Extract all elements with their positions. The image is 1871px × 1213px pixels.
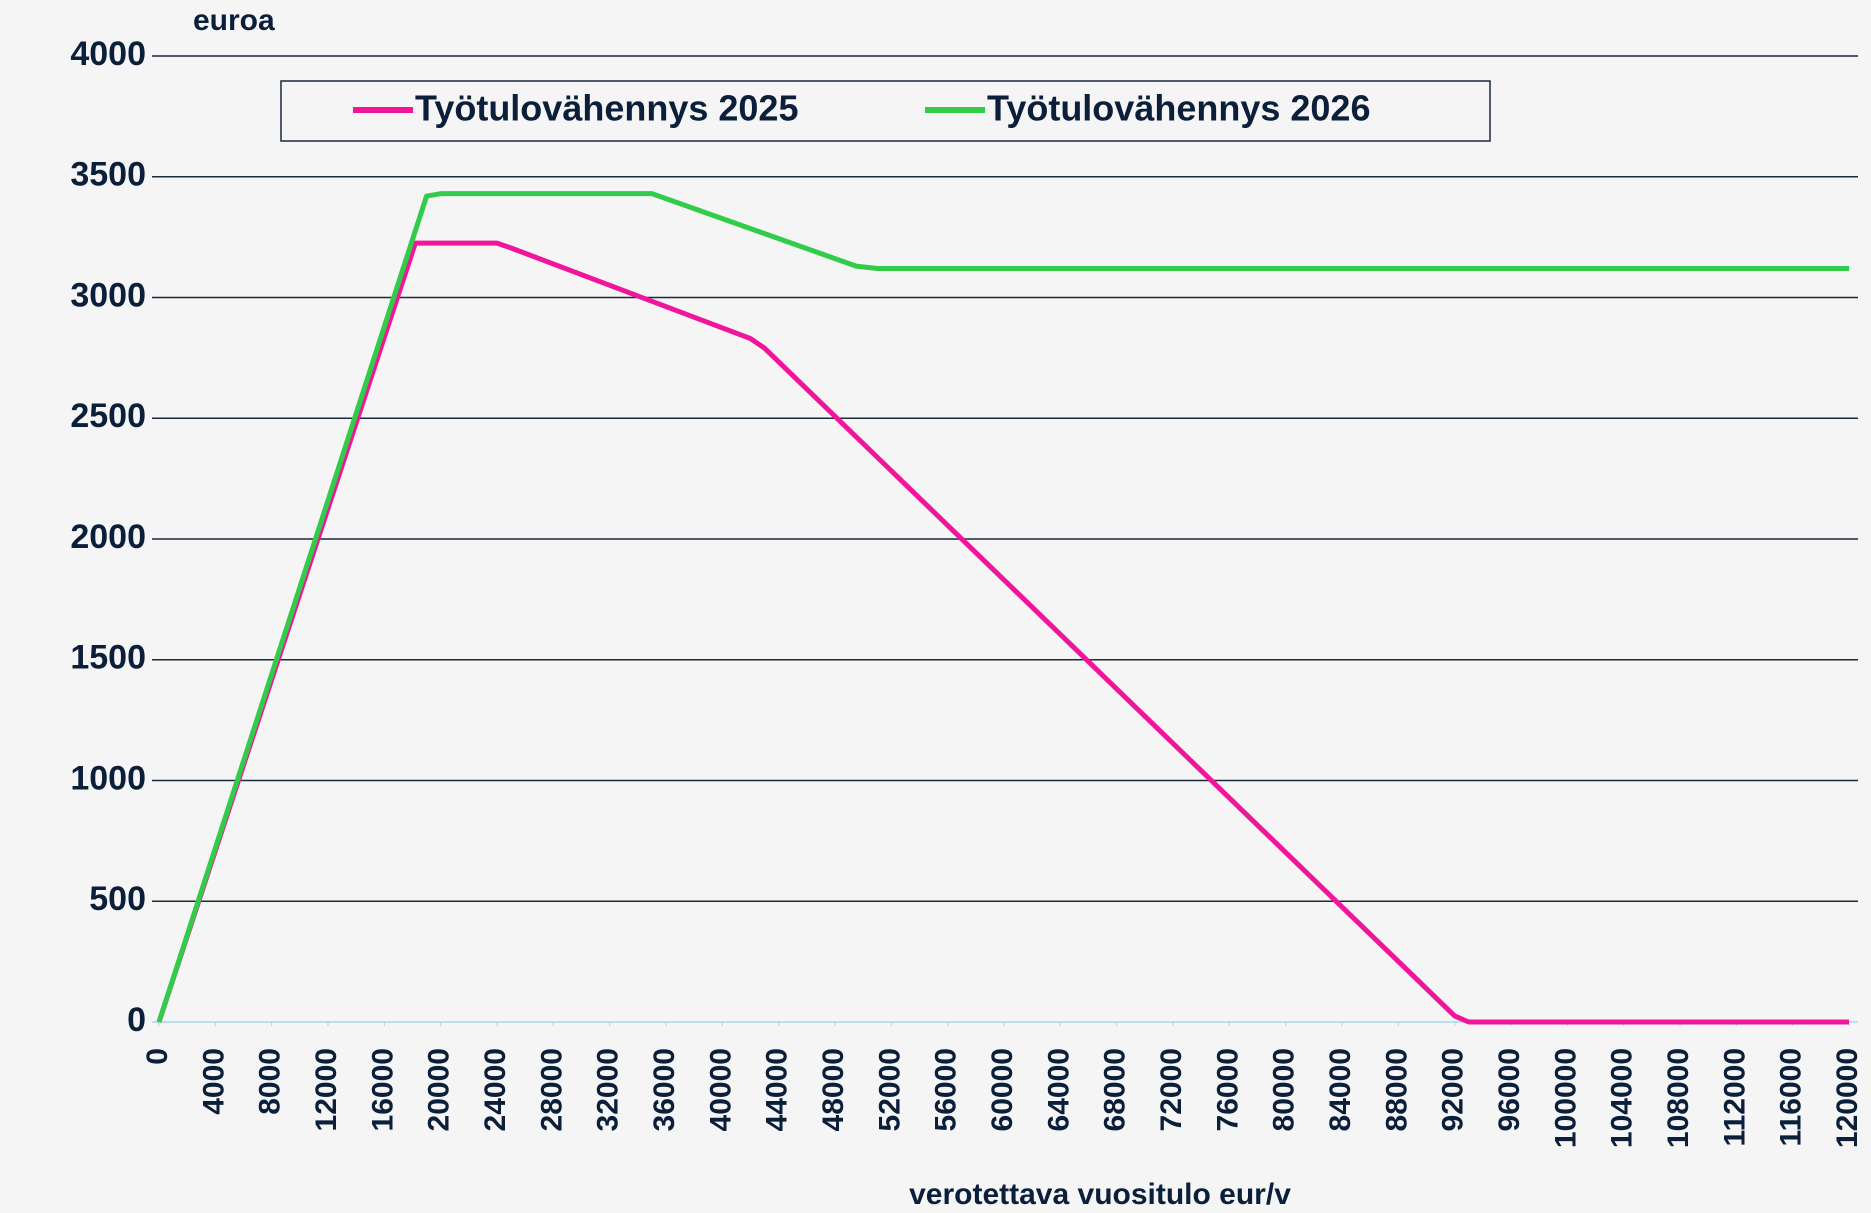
y-tick-label: 4000 <box>70 35 146 73</box>
y-tick-label: 1500 <box>70 639 146 677</box>
y-tick-label: 2000 <box>70 518 146 556</box>
x-tick-label: 60000 <box>986 1048 1019 1131</box>
legend-label: Työtulovähennys 2026 <box>987 88 1370 129</box>
line-series <box>156 240 1849 1025</box>
x-tick-label: 68000 <box>1099 1048 1132 1131</box>
line-series <box>156 191 1849 1023</box>
x-tick-label: 44000 <box>761 1048 794 1131</box>
x-tick-label: 108000 <box>1662 1048 1695 1148</box>
y-axis-label: euroa <box>193 4 275 37</box>
x-tick-label: 100000 <box>1549 1048 1582 1148</box>
x-tick-label: 8000 <box>254 1048 287 1115</box>
x-tick-label: 84000 <box>1324 1048 1357 1131</box>
x-tick-label: 120000 <box>1831 1048 1864 1148</box>
x-tick-label: 0 <box>141 1048 174 1065</box>
y-tick-label: 3000 <box>70 276 146 314</box>
x-tick-label: 88000 <box>1380 1048 1413 1131</box>
x-axis-label: verotettava vuositulo eur/v <box>909 1178 1291 1211</box>
x-tick-label: 52000 <box>873 1048 906 1131</box>
x-tick-label: 96000 <box>1493 1048 1526 1131</box>
x-tick-label: 116000 <box>1775 1048 1808 1146</box>
y-tick-label: 2500 <box>70 397 146 435</box>
y-tick-label: 3500 <box>70 156 146 194</box>
legend-label: Työtulovähennys 2025 <box>415 88 798 129</box>
x-tick-label: 92000 <box>1437 1048 1470 1131</box>
x-tick-label: 32000 <box>592 1048 625 1131</box>
x-tick-label: 48000 <box>817 1048 850 1131</box>
x-tick-label: 12000 <box>310 1048 343 1131</box>
x-tick-label: 16000 <box>366 1048 399 1131</box>
x-tick-label: 72000 <box>1155 1048 1188 1131</box>
x-tick-label: 4000 <box>197 1048 230 1115</box>
y-tick-label: 1000 <box>70 759 146 797</box>
x-tick-label: 80000 <box>1268 1048 1301 1131</box>
x-tick-label: 28000 <box>535 1048 568 1131</box>
x-tick-label: 24000 <box>479 1048 512 1131</box>
y-tick-label: 500 <box>89 880 146 918</box>
x-tick-label: 112000 <box>1718 1048 1751 1146</box>
x-tick-label: 40000 <box>704 1048 737 1131</box>
x-tick-label: 104000 <box>1606 1048 1639 1148</box>
x-tick-label: 56000 <box>930 1048 963 1131</box>
legend-box <box>280 80 1491 142</box>
x-tick-label: 76000 <box>1211 1048 1244 1131</box>
x-tick-label: 20000 <box>423 1048 456 1131</box>
x-tick-label: 64000 <box>1042 1048 1075 1131</box>
y-tick-label: 0 <box>127 1001 146 1039</box>
x-tick-label: 36000 <box>648 1048 681 1131</box>
